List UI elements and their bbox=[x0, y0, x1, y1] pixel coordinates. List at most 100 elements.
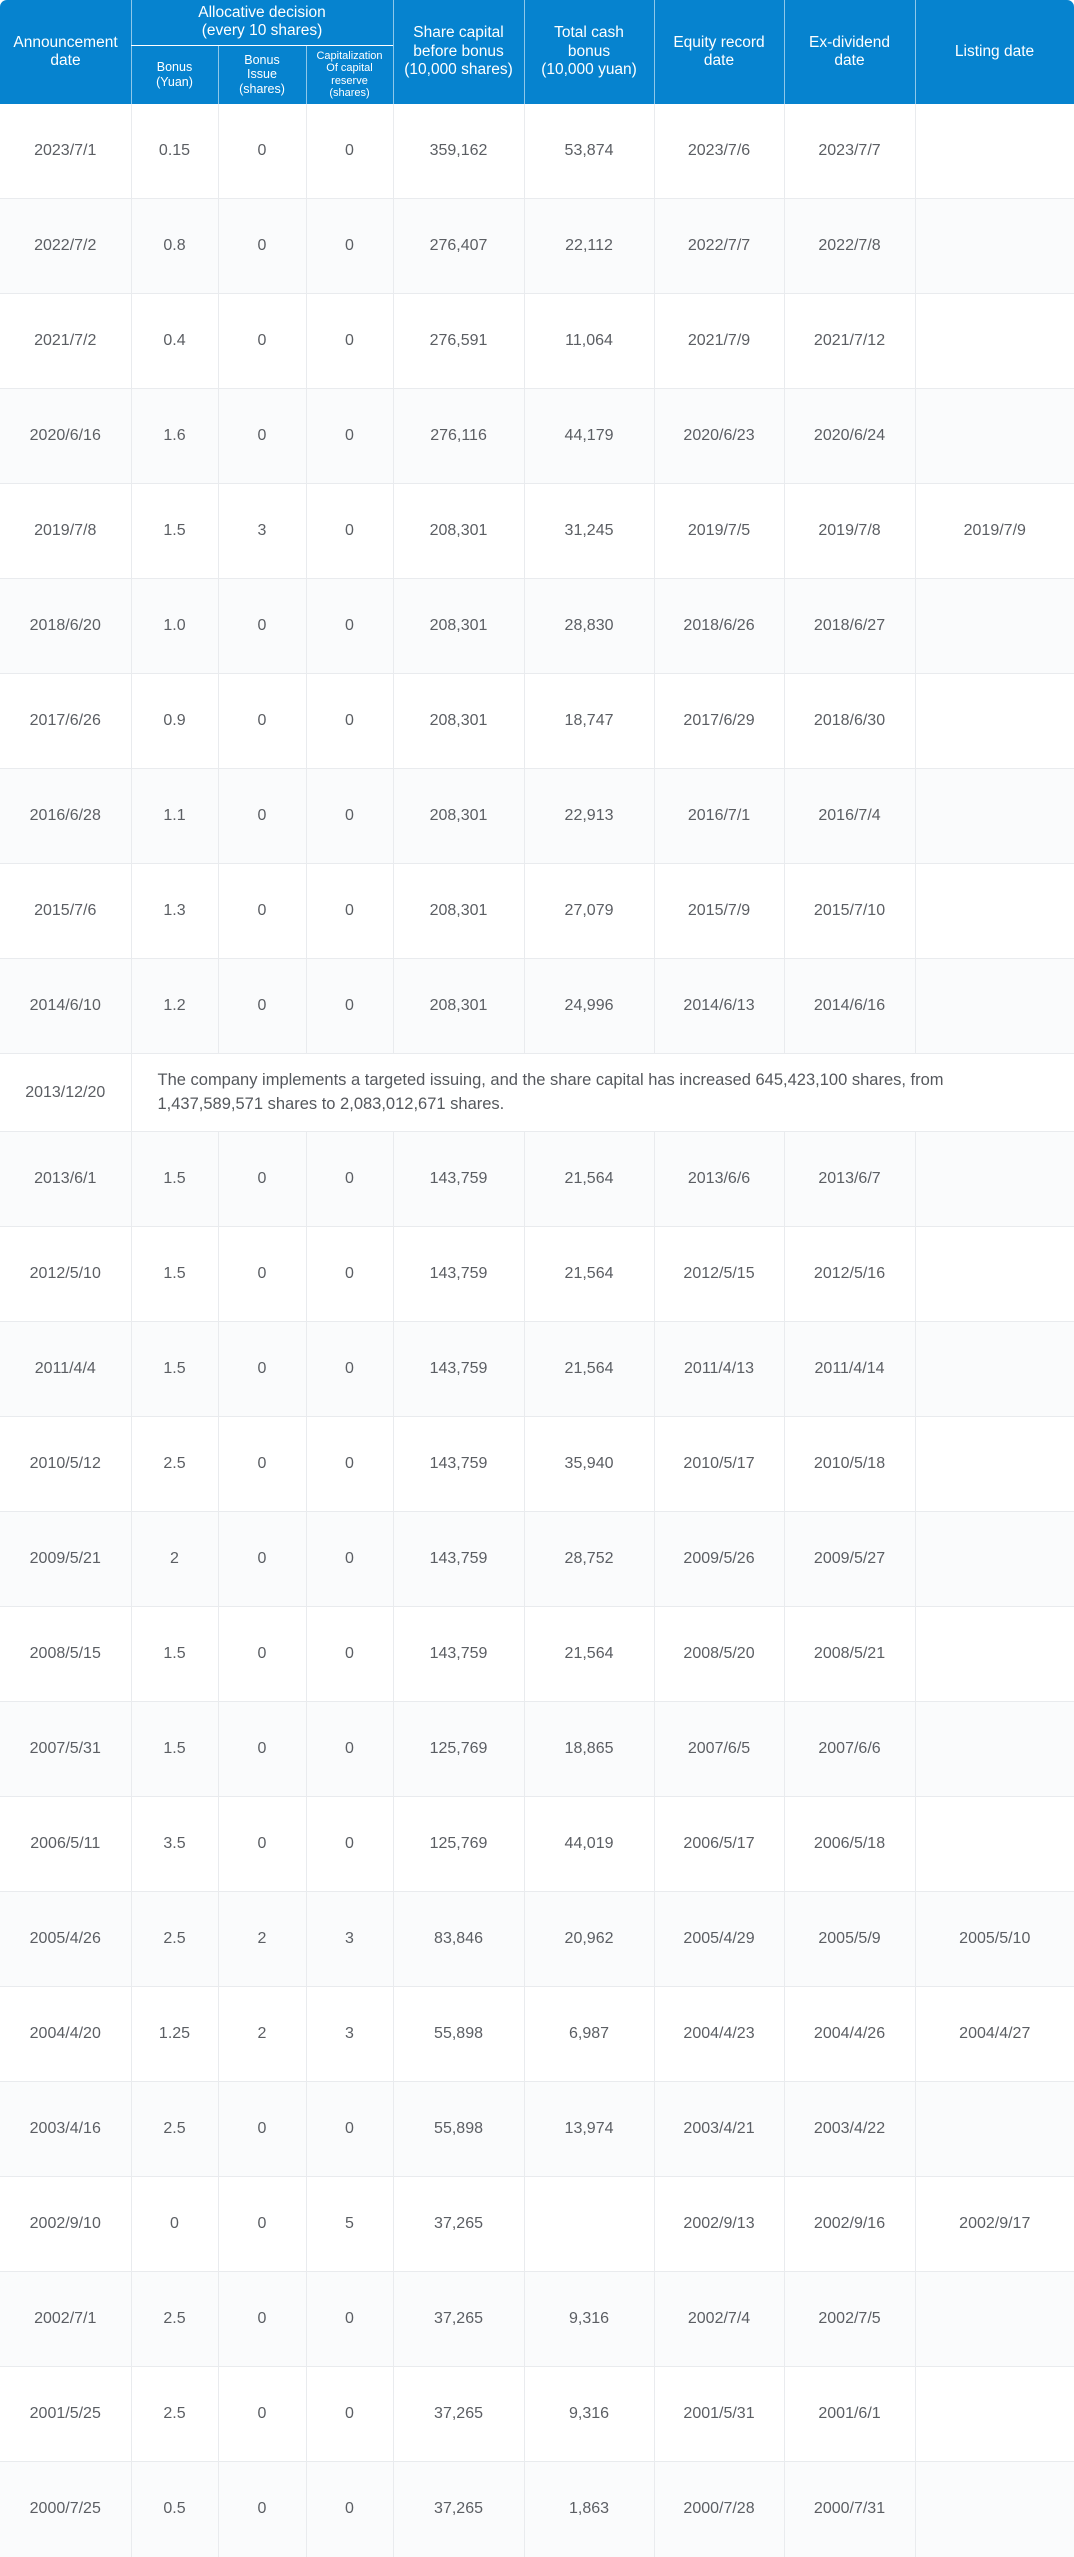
cell-cash-bonus: 22,913 bbox=[524, 768, 655, 865]
cell-listing-date bbox=[915, 1321, 1074, 1418]
cell-bonus: 2.5 bbox=[131, 2366, 219, 2463]
cell-ex-dividend-date: 2002/9/16 bbox=[784, 2176, 916, 2273]
cell-equity-record-date: 2013/6/6 bbox=[654, 1131, 785, 1228]
cell-cash-bonus: 31,245 bbox=[524, 483, 655, 580]
table-row: 2010/5/12 2.5 0 0 143,759 35,940 2010/5/17 2010… bbox=[0, 1416, 1074, 1513]
cell-bonus-issue: 0 bbox=[218, 103, 307, 200]
cell-bonus-issue: 0 bbox=[218, 673, 307, 770]
cell-equity-record-date: 2008/5/20 bbox=[654, 1606, 785, 1703]
cell-listing-date bbox=[915, 1511, 1074, 1608]
column-header-bonus-yuan: Bonus (Yuan) bbox=[131, 45, 218, 104]
cell-capitalization: 0 bbox=[306, 2081, 394, 2178]
cell-announcement-date: 2015/7/6 bbox=[0, 863, 132, 960]
cell-share-capital: 208,301 bbox=[393, 768, 525, 865]
cell-announcement-date: 2004/4/20 bbox=[0, 1986, 132, 2083]
cell-bonus: 1.5 bbox=[131, 1226, 219, 1323]
cell-cash-bonus: 21,564 bbox=[524, 1321, 655, 1418]
cell-cash-bonus: 1,863 bbox=[524, 2461, 655, 2557]
cell-bonus-issue: 3 bbox=[218, 483, 307, 580]
cell-announcement-date: 2020/6/16 bbox=[0, 388, 132, 485]
cell-listing-date bbox=[915, 2081, 1074, 2178]
header-row-sub: Bonus (Yuan) Bonus Issue (shares) Capita… bbox=[0, 45, 1074, 104]
cell-listing-date bbox=[915, 673, 1074, 770]
cell-equity-record-date: 2017/6/29 bbox=[654, 673, 785, 770]
cell-share-capital: 55,898 bbox=[393, 1986, 525, 2083]
table-row: 2017/6/26 0.9 0 0 208,301 18,747 2017/6/29 2018… bbox=[0, 673, 1074, 770]
cell-capitalization: 0 bbox=[306, 958, 394, 1055]
cell-ex-dividend-date: 2018/6/27 bbox=[784, 578, 916, 675]
cell-bonus: 2.5 bbox=[131, 2081, 219, 2178]
bonus-issue-line3: (shares) bbox=[239, 81, 285, 96]
cell-bonus-issue: 0 bbox=[218, 2176, 307, 2273]
cell-announcement-date: 2018/6/20 bbox=[0, 578, 132, 675]
cell-equity-record-date: 2018/6/26 bbox=[654, 578, 785, 675]
cell-cash-bonus: 24,996 bbox=[524, 958, 655, 1055]
cell-ex-dividend-date: 2019/7/8 bbox=[784, 483, 916, 580]
cell-capitalization: 3 bbox=[306, 1891, 394, 1988]
cell-capitalization: 0 bbox=[306, 1131, 394, 1228]
cell-bonus-issue: 0 bbox=[218, 2271, 307, 2368]
cell-listing-date bbox=[915, 388, 1074, 485]
total-cash-line2: bonus bbox=[567, 42, 611, 60]
column-header-listing-date: Listing date bbox=[915, 0, 1074, 104]
cell-cash-bonus: 53,874 bbox=[524, 103, 655, 200]
table-row: 2005/4/26 2.5 2 3 83,846 20,962 2005/4/29 2005/… bbox=[0, 1891, 1074, 1988]
cell-equity-record-date: 2007/6/5 bbox=[654, 1701, 785, 1798]
cell-bonus: 0 bbox=[131, 2176, 219, 2273]
cell-ex-dividend-date: 2000/7/31 bbox=[784, 2461, 916, 2557]
cell-bonus: 1.5 bbox=[131, 1606, 219, 1703]
cell-listing-date bbox=[915, 768, 1074, 865]
table-row: 2023/7/1 0.15 0 0 359,162 53,874 2023/7/6 2023/… bbox=[0, 103, 1074, 200]
cell-listing-date bbox=[915, 1131, 1074, 1228]
cell-ex-dividend-date: 2020/6/24 bbox=[784, 388, 916, 485]
cell-bonus: 1.6 bbox=[131, 388, 219, 485]
column-header-announcement-date: Announcement date bbox=[0, 0, 131, 104]
cell-capitalization: 0 bbox=[306, 1606, 394, 1703]
cell-capitalization: 0 bbox=[306, 388, 394, 485]
table-row: 2011/4/4 1.5 0 0 143,759 21,564 2011/4/13 2011/… bbox=[0, 1321, 1074, 1418]
cell-bonus: 1.5 bbox=[131, 1321, 219, 1418]
cell-capitalization: 0 bbox=[306, 1511, 394, 1608]
cell-note: The company implements a targeted issuin… bbox=[131, 1053, 1074, 1133]
cell-equity-record-date: 2021/7/9 bbox=[654, 293, 785, 390]
cell-listing-date: 2005/5/10 bbox=[915, 1891, 1074, 1988]
cell-bonus-issue: 0 bbox=[218, 2081, 307, 2178]
cell-ex-dividend-date: 2021/7/12 bbox=[784, 293, 916, 390]
cell-announcement-date: 2016/6/28 bbox=[0, 768, 132, 865]
table-row: 2015/7/6 1.3 0 0 208,301 27,079 2015/7/9 2015/7… bbox=[0, 863, 1074, 960]
column-header-allocative-decision-group: Allocative decision (every 10 shares) bbox=[131, 0, 394, 46]
cell-bonus-issue: 0 bbox=[218, 2366, 307, 2463]
cell-bonus: 1.2 bbox=[131, 958, 219, 1055]
table-row: 2013/12/20 The company implements a targe… bbox=[0, 1053, 1074, 1133]
column-header-capitalization-of-capital-reserve: Capitalization Of capital reserve (share… bbox=[306, 45, 394, 104]
cell-share-capital: 125,769 bbox=[393, 1701, 525, 1798]
cell-equity-record-date: 2014/6/13 bbox=[654, 958, 785, 1055]
table-row: 2001/5/25 2.5 0 0 37,265 9,316 2001/5/31 2001/6… bbox=[0, 2366, 1074, 2463]
cell-capitalization: 0 bbox=[306, 2461, 394, 2557]
cell-bonus-issue: 0 bbox=[218, 2461, 307, 2557]
cell-bonus-issue: 0 bbox=[218, 388, 307, 485]
cell-capitalization: 3 bbox=[306, 1986, 394, 2083]
cell-bonus-issue: 0 bbox=[218, 293, 307, 390]
cell-bonus-issue: 2 bbox=[218, 1891, 307, 1988]
cell-cash-bonus: 44,019 bbox=[524, 1796, 655, 1893]
cell-capitalization: 0 bbox=[306, 2271, 394, 2368]
ex-dividend-line2: date bbox=[834, 51, 865, 69]
cell-bonus: 1.5 bbox=[131, 483, 219, 580]
cell-capitalization: 0 bbox=[306, 1226, 394, 1323]
cell-share-capital: 37,265 bbox=[393, 2461, 525, 2557]
share-capital-line2: before bonus bbox=[413, 42, 504, 60]
cell-share-capital: 143,759 bbox=[393, 1416, 525, 1513]
cell-capitalization: 0 bbox=[306, 673, 394, 770]
column-header-bonus-issue-shares: Bonus Issue (shares) bbox=[218, 45, 306, 104]
table-row: 2008/5/15 1.5 0 0 143,759 21,564 2008/5/20 2008… bbox=[0, 1606, 1074, 1703]
table-row: 2019/7/8 1.5 3 0 208,301 31,245 2019/7/5 2019/7… bbox=[0, 483, 1074, 580]
table-row: 2021/7/2 0.4 0 0 276,591 11,064 2021/7/9 2021/7… bbox=[0, 293, 1074, 390]
cell-announcement-date: 2007/5/31 bbox=[0, 1701, 132, 1798]
table-header: Announcement date Allocative decision (e… bbox=[0, 0, 1074, 104]
cell-bonus-issue: 0 bbox=[218, 958, 307, 1055]
cell-bonus: 2.5 bbox=[131, 2271, 219, 2368]
cell-capitalization: 0 bbox=[306, 1321, 394, 1418]
cell-announcement-date: 2011/4/4 bbox=[0, 1321, 132, 1418]
cell-listing-date bbox=[915, 2461, 1074, 2557]
